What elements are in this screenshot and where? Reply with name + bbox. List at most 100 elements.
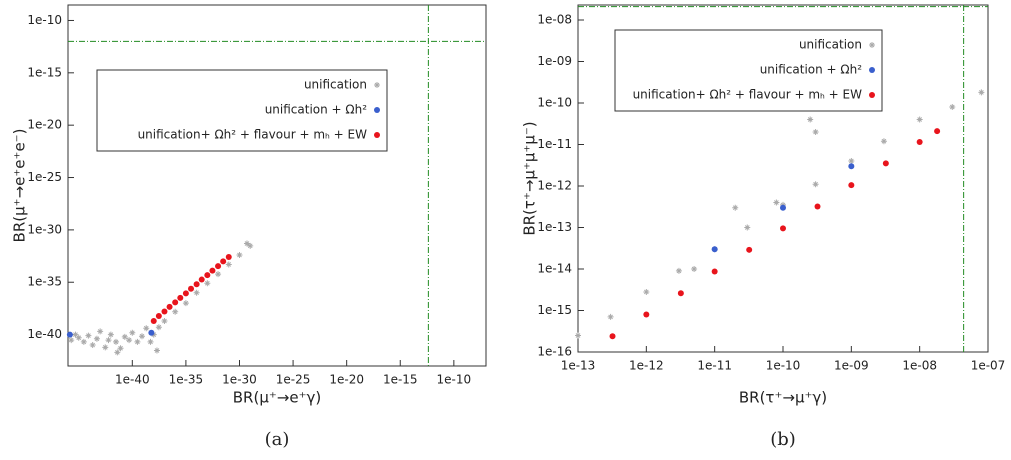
y-tick-label: 1e-16 (537, 345, 572, 359)
y-tick-label: 1e-15 (27, 65, 62, 79)
x-tick-label: 1e-20 (329, 373, 364, 387)
point (215, 263, 222, 270)
x-tick-label: 1e-40 (115, 373, 150, 387)
y-tick-label: 1e-25 (27, 170, 62, 184)
point (780, 204, 786, 211)
y-tick-label: 1e-11 (537, 137, 572, 151)
point (138, 333, 145, 340)
y-tick-label: 1e-12 (537, 179, 572, 193)
point (848, 163, 855, 170)
point (209, 267, 216, 274)
point (172, 308, 179, 315)
point (177, 294, 184, 301)
legend-box (614, 29, 883, 112)
point (215, 271, 222, 278)
x-tick-label: 1e-08 (902, 359, 937, 373)
x-tick-label: 1e-25 (276, 373, 311, 387)
point (243, 240, 250, 247)
point (732, 204, 739, 211)
point (117, 345, 124, 352)
y-tick-label: 1e-08 (537, 13, 572, 27)
point (780, 225, 786, 232)
point (68, 337, 75, 344)
y-axis-label: BR(τ⁺→μ⁺μ⁺μ⁻) (521, 121, 539, 235)
x-tick-label: 1e-12 (629, 359, 664, 373)
point (155, 324, 162, 331)
point (155, 312, 162, 319)
legend-marker (374, 132, 380, 138)
point (711, 268, 718, 275)
point (121, 333, 128, 340)
point (746, 246, 753, 253)
x-tick-label: 1e-30 (222, 373, 257, 387)
point (675, 267, 682, 274)
legend-label: unification+ Ωh² + flavour + mₕ + EW (633, 88, 863, 102)
point (129, 329, 136, 336)
y-tick-label: 1e-35 (27, 275, 62, 289)
point (150, 317, 157, 324)
point (80, 338, 87, 345)
point (112, 338, 119, 345)
point (643, 288, 650, 295)
point (916, 116, 923, 123)
x-tick-label: 1e-07 (971, 359, 1006, 373)
point (773, 199, 780, 206)
point (204, 280, 211, 287)
y-tick-label: 1e-09 (537, 54, 572, 68)
point (66, 331, 73, 338)
x-axis-label: BR(τ⁺→μ⁺γ) (739, 389, 827, 407)
legend-label: unification (799, 38, 862, 52)
x-tick-label: 1e-10 (437, 373, 472, 387)
point (848, 182, 855, 189)
y-tick-label: 1e-14 (537, 262, 572, 276)
point (198, 276, 205, 283)
x-tick-label: 1e-13 (561, 359, 596, 373)
point (814, 203, 821, 210)
legend-box (96, 69, 388, 152)
y-tick-label: 1e-20 (27, 118, 62, 132)
point (97, 328, 104, 335)
point (220, 258, 227, 265)
point (153, 347, 160, 354)
point (934, 128, 941, 135)
point (812, 129, 819, 136)
point (236, 251, 243, 258)
x-tick-label: 1e-11 (697, 359, 732, 373)
point (882, 160, 889, 167)
point (225, 261, 232, 268)
y-tick-label: 1e-30 (27, 222, 62, 236)
caption: (a) (265, 429, 290, 450)
point (105, 337, 112, 344)
point (880, 138, 887, 145)
point (643, 311, 650, 318)
x-tick-label: 1e-35 (169, 373, 204, 387)
point (148, 329, 155, 336)
x-axis-label: BR(μ⁺→e⁺γ) (233, 389, 321, 407)
point (161, 317, 168, 324)
point (607, 313, 614, 320)
point (134, 338, 141, 345)
point (193, 289, 200, 296)
point (609, 333, 616, 340)
point (677, 290, 684, 297)
x-tick-label: 1e-09 (834, 359, 869, 373)
point (916, 138, 923, 145)
y-tick-label: 1e-10 (27, 13, 62, 27)
point (102, 344, 109, 351)
point (126, 337, 133, 344)
point (182, 290, 189, 297)
point (114, 349, 121, 356)
point (172, 299, 179, 306)
point (807, 116, 814, 123)
point (72, 331, 79, 338)
point (949, 104, 956, 111)
y-tick-label: 1e-40 (27, 327, 62, 341)
point (147, 338, 154, 345)
point (978, 89, 985, 96)
point (166, 303, 173, 310)
point (711, 246, 718, 253)
caption: (b) (770, 429, 796, 450)
legend-label: unification + Ωh² (760, 63, 863, 77)
point (182, 300, 189, 307)
